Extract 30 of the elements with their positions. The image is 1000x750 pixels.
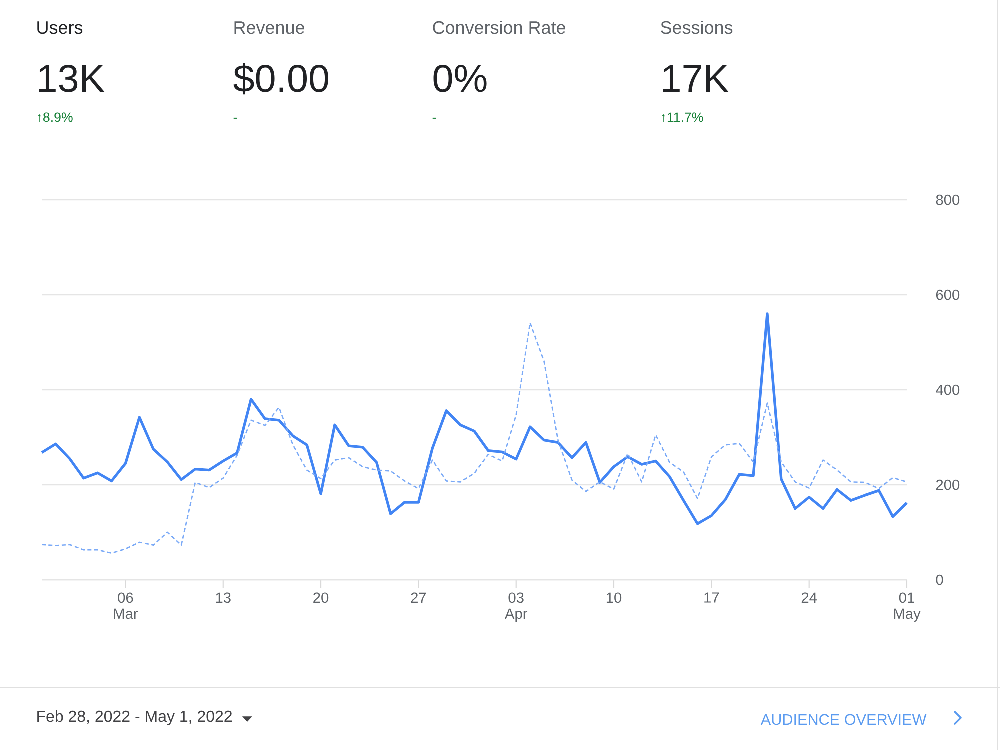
y-tick-label: 400: [936, 384, 960, 396]
text: -: [432, 118, 436, 119]
text: Conversion Rate: [433, 20, 566, 34]
text: ↑11.7%: [662, 112, 704, 122]
text: Revenue: [234, 22, 305, 34]
text: -: [234, 118, 238, 119]
y-tick-label: 0: [936, 574, 944, 586]
text: Sessions: [661, 20, 733, 34]
x-tick-label: 01 May: [894, 592, 921, 622]
text: 0%: [434, 64, 487, 92]
text: 13K: [39, 64, 105, 92]
x-tick-label: 17: [704, 592, 720, 603]
text: AUDIENCE OVERVIEW: [760, 714, 927, 726]
x-tick-label: 20: [314, 592, 329, 604]
line-series: [41, 322, 908, 554]
text: $0.00: [234, 63, 329, 95]
x-tick-label: 13: [216, 592, 231, 604]
line-series: [40, 312, 908, 526]
x-tick-label: 06 Mar: [114, 592, 138, 620]
x-tick-label: 10: [606, 592, 622, 604]
x-tick-label: 27: [411, 592, 426, 603]
x-tick-label: 24: [802, 592, 818, 603]
y-tick-label: 800: [936, 194, 960, 206]
x-tick-label: 03 Apr: [504, 592, 528, 622]
y-tick-label: 200: [936, 480, 960, 490]
text: 17K: [663, 65, 729, 92]
text: ↑8.9%: [38, 112, 73, 122]
text: Feb 28, 2022 - May 1, 2022: [38, 710, 232, 726]
y-tick-label: 600: [936, 290, 960, 300]
text: Users: [38, 22, 83, 34]
